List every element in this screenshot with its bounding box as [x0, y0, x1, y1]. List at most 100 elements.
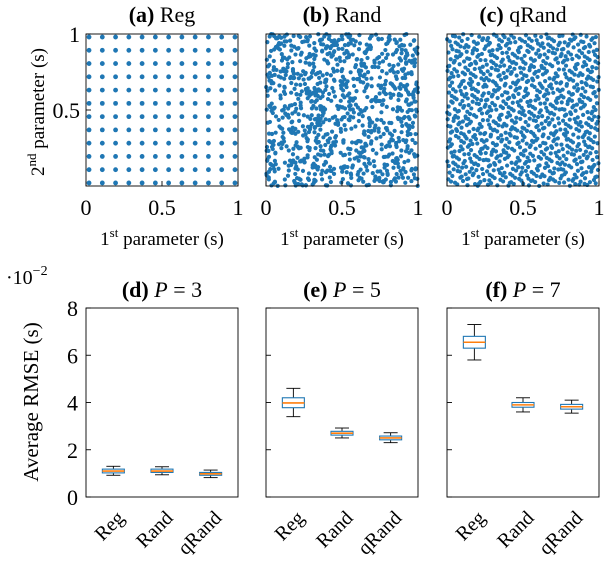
scatter-point: [166, 140, 172, 146]
scatter-point: [593, 181, 598, 186]
scatter-point: [307, 61, 312, 66]
scatter-point: [365, 94, 370, 100]
scatter-point: [542, 165, 548, 170]
x-category-label: qRand: [535, 507, 587, 559]
scatter-point: [354, 56, 360, 62]
scatter-point: [295, 155, 300, 160]
scatter-point: [296, 76, 301, 81]
scatter-point: [518, 116, 523, 121]
scatter-point: [269, 73, 274, 78]
scatter-point: [340, 46, 345, 52]
scatter-point: [303, 70, 308, 75]
scatter-point: [316, 87, 321, 92]
scatter-point: [481, 71, 486, 77]
scatter-point: [296, 145, 301, 150]
scatter-point: [99, 167, 105, 173]
scatter-point: [152, 167, 158, 173]
scatter-point: [397, 85, 402, 90]
scatter-point: [468, 148, 474, 153]
scatter-point: [232, 140, 238, 146]
scatter-point: [332, 143, 338, 148]
scatter-point: [406, 124, 411, 129]
scatter-point: [487, 114, 493, 119]
scatter-point: [465, 144, 471, 149]
scatter-point: [554, 142, 559, 147]
scatter-point: [534, 51, 539, 56]
scatter-point: [533, 146, 538, 151]
scatter-point: [206, 87, 211, 93]
scatter-point: [269, 101, 274, 106]
scatter-point: [586, 145, 591, 150]
scatter-point: [126, 47, 132, 53]
scatter-point: [570, 147, 575, 152]
scatter-point: [293, 126, 298, 132]
scatter-point: [338, 58, 343, 64]
scatter-point: [515, 128, 520, 133]
scatter-points-c: [445, 32, 601, 189]
scatter-point: [525, 164, 531, 170]
scatter-point: [551, 38, 557, 44]
scatter-point: [455, 109, 460, 114]
scatter-point: [322, 57, 327, 62]
scatter-point: [329, 143, 334, 148]
scatter-point: [482, 178, 487, 183]
scatter-point: [289, 90, 294, 95]
scatter-point: [344, 170, 349, 175]
scatter-point: [449, 43, 454, 48]
scatter-point: [560, 33, 565, 38]
scatter-point: [381, 120, 386, 125]
scatter-point: [514, 135, 520, 140]
scatter-point: [387, 152, 392, 157]
scatter-point: [453, 89, 458, 94]
scatter-point: [369, 139, 374, 144]
scatter-point: [456, 73, 461, 79]
scatter-point: [487, 104, 492, 110]
scatter-point: [113, 47, 118, 53]
scatter-point: [492, 103, 498, 108]
scatter-point: [373, 32, 379, 37]
scatter-point: [591, 105, 596, 110]
scatter-point: [477, 34, 482, 39]
scatter-point: [206, 154, 211, 159]
scatter-point: [86, 114, 92, 120]
scatter-point: [592, 162, 597, 168]
scatter-point: [364, 76, 369, 81]
scatter-point: [568, 125, 573, 130]
scatter-point: [447, 139, 452, 144]
scatter-point: [289, 162, 294, 168]
scatter-point: [382, 82, 388, 87]
scatter-point: [508, 85, 513, 90]
scatter-point: [591, 49, 596, 54]
scatter-point: [484, 138, 489, 143]
scatter-point: [507, 140, 512, 145]
scatter-point: [489, 65, 494, 71]
chart-title-c: (c) qRand: [479, 2, 566, 27]
scatter-point: [192, 167, 198, 173]
scatter-point: [557, 33, 562, 39]
scatter-point: [515, 155, 520, 160]
scatter-point: [359, 68, 364, 73]
x-category-label: Rand: [493, 507, 538, 552]
scatter-point: [536, 48, 541, 53]
scatter-point: [451, 74, 456, 79]
scatter-point: [339, 180, 344, 185]
scatter-point: [292, 180, 297, 185]
scatter-point: [555, 96, 560, 101]
scatter-point: [583, 130, 588, 135]
scatter-point: [377, 91, 382, 96]
scatter-point: [518, 172, 523, 177]
scatter-point: [268, 86, 273, 91]
scatter-point: [558, 127, 563, 132]
scatter-point: [473, 59, 478, 64]
scatter-point: [584, 76, 590, 81]
scatter-point: [457, 62, 462, 67]
x-axis-label: 1st parameter (s): [100, 225, 224, 250]
scatter-point: [584, 34, 589, 39]
scatter-point: [480, 171, 486, 177]
scatter-point: [284, 144, 289, 149]
scatter-point: [456, 164, 461, 169]
scatter-point: [518, 70, 524, 75]
scatter-point: [446, 163, 451, 169]
scatter-point: [300, 124, 305, 129]
scatter-point: [86, 180, 92, 186]
